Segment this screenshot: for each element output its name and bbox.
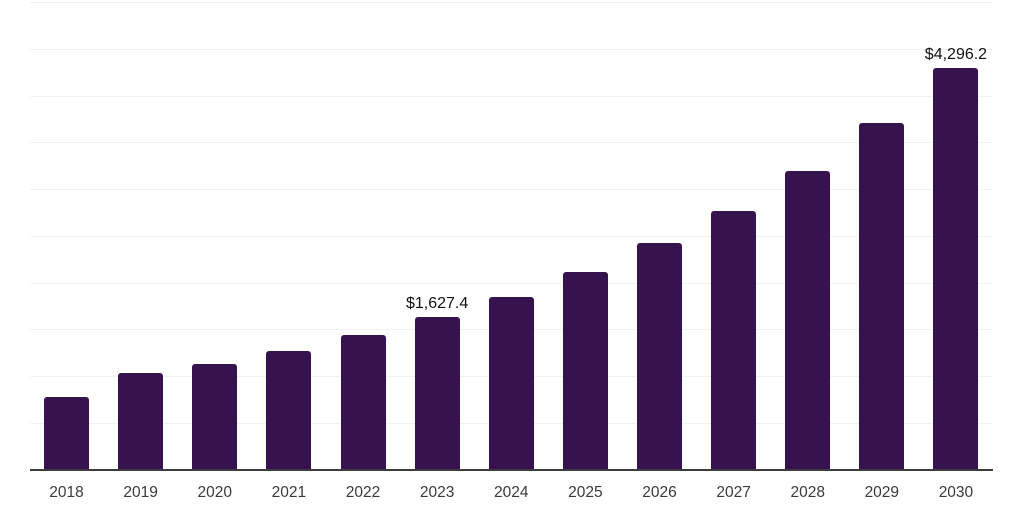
x-tick-label-2025: 2025: [568, 484, 603, 501]
x-tick-label-2021: 2021: [271, 484, 307, 501]
x-tick-label-2023: 2023: [419, 484, 455, 501]
bar-2019[interactable]: [118, 373, 164, 470]
x-axis-line: [29, 468, 993, 471]
value-label-2030: $4,296.2: [924, 45, 988, 63]
bar-2023[interactable]: [414, 317, 460, 470]
bar-2022[interactable]: [340, 334, 386, 470]
bar-2018[interactable]: [44, 397, 90, 470]
gridline: [29, 282, 993, 284]
value-label-2023: $1,627.4: [405, 295, 469, 313]
gridline: [29, 95, 993, 97]
bar-2021[interactable]: [266, 350, 312, 470]
gridline: [29, 189, 993, 190]
bar-2025[interactable]: [562, 272, 608, 470]
bar-2024[interactable]: [488, 296, 534, 470]
gridline: [29, 142, 993, 144]
x-tick-label-2019: 2019: [123, 484, 158, 501]
gridline: [29, 2, 993, 3]
bar-2020[interactable]: [192, 363, 238, 470]
x-tick-label-2018: 2018: [49, 484, 84, 501]
bar-2029[interactable]: [859, 122, 905, 470]
bar-2026[interactable]: [636, 243, 682, 470]
x-tick-label-2024: 2024: [494, 484, 529, 501]
x-tick-label-2028: 2028: [790, 484, 825, 501]
x-tick-label-2027: 2027: [716, 484, 751, 501]
gridline: [29, 235, 993, 237]
gridline: [29, 48, 993, 50]
x-tick-label-2020: 2020: [197, 484, 233, 501]
x-tick-label-2030: 2030: [938, 484, 974, 501]
bar-2027[interactable]: [711, 210, 757, 470]
bar-2030[interactable]: [933, 67, 979, 470]
x-tick-label-2026: 2026: [642, 484, 677, 501]
x-tick-label-2029: 2029: [864, 484, 900, 501]
bar-2028[interactable]: [785, 170, 831, 470]
x-tick-label-2022: 2022: [345, 484, 381, 501]
